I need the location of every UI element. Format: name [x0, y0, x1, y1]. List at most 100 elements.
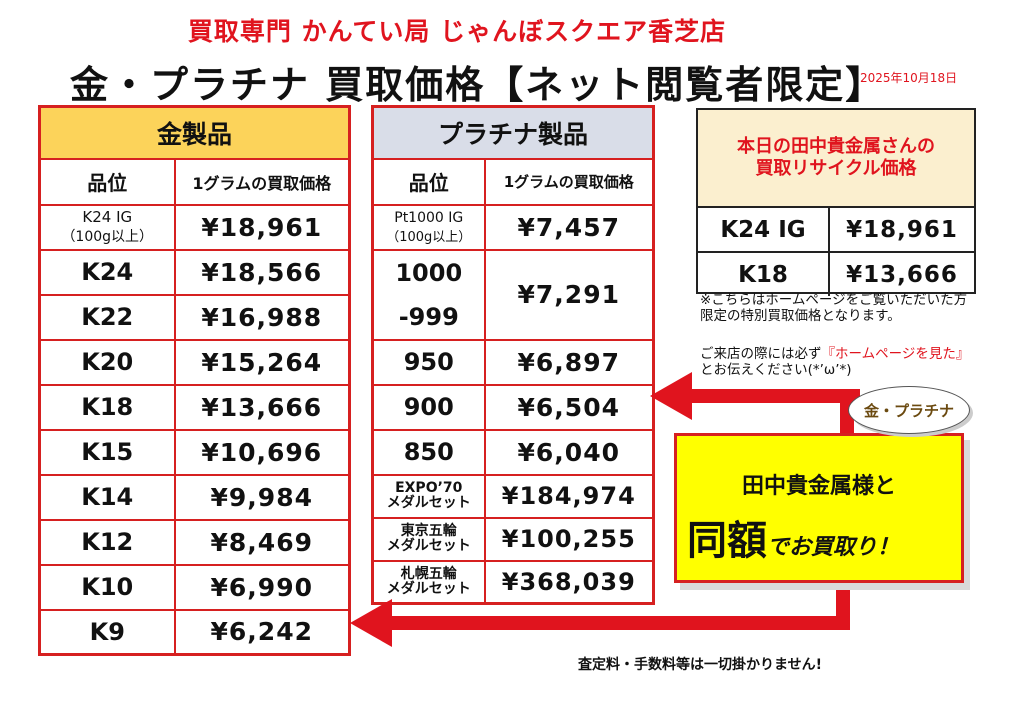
grade-line2: （100g以上） — [386, 229, 472, 245]
platinum-table-title: プラチナ製品 — [371, 105, 655, 160]
tanaka-heading-line1: 本日の田中貴金属さんの — [737, 136, 935, 157]
gold-col-grade: 品位 — [38, 157, 176, 206]
no-fee-note: 査定料・手数料等は一切掛かりません! — [578, 657, 822, 673]
price-cell: ¥184,974 — [483, 473, 655, 519]
grade-cell: K10 — [38, 563, 176, 611]
grade-cell: K20 — [38, 338, 176, 386]
promo-line2: 同額でお買取り！ — [687, 508, 899, 566]
table-row: K22 ¥16,988 — [38, 293, 351, 341]
grade-cell: Pt1000 IG （100g以上） — [371, 203, 486, 251]
grade-line2: メダルセット — [386, 580, 471, 597]
table-row: 900 ¥6,504 — [371, 383, 655, 431]
grade-cell: K15 — [38, 428, 176, 476]
price-cell: ¥6,504 — [483, 383, 655, 431]
price-cell: ¥6,897 — [483, 338, 655, 386]
grade-line2: メダルセット — [386, 538, 471, 554]
arrow-to-gold-icon — [350, 583, 850, 647]
grade-cell: 900 — [371, 383, 486, 431]
grade-cell: K24 IG — [698, 208, 830, 251]
grade-cell: K12 — [38, 518, 176, 566]
price-cell: ¥13,666 — [173, 383, 351, 431]
table-row: K18 ¥13,666 — [698, 253, 974, 296]
table-row: Pt1000 IG （100g以上） ¥7,457 — [371, 203, 655, 251]
table-row: K12 ¥8,469 — [38, 518, 351, 566]
price-cell: ¥9,984 — [173, 473, 351, 521]
grade-line2: （100g以上） — [61, 229, 154, 245]
grade-cell: K24 — [38, 248, 176, 296]
date-label: 2025年10月18日 — [860, 71, 958, 85]
table-row: 東京五輪 メダルセット ¥100,255 — [371, 516, 655, 562]
promo-emphasis: 同額 — [687, 518, 767, 564]
grade-line1: Pt1000 IG — [394, 209, 464, 226]
grade-line1: EXPO’70 — [395, 480, 463, 496]
grade-line1: K24 IG — [82, 208, 133, 226]
grade-line1: 1000 — [395, 258, 463, 287]
speech-bubble: 金・プラチナ — [848, 386, 970, 434]
page-title: 金・プラチナ 買取価格【ネット閲覧者限定】 — [70, 63, 886, 107]
platinum-price-table: プラチナ製品 品位 1グラムの買取価格 Pt1000 IG （100g以上） ¥… — [371, 105, 656, 605]
grade-line2: -999 — [398, 302, 459, 331]
gold-price-table: 金製品 品位 1グラムの買取価格 K24 IG （100g以上） ¥18,961… — [38, 105, 352, 656]
table-row: K24 IG （100g以上） ¥18,961 — [38, 203, 351, 251]
tanaka-heading-line2: 買取リサイクル価格 — [755, 158, 917, 179]
table-row: K24 ¥18,566 — [38, 248, 351, 296]
table-row: 札幌五輪 メダルセット ¥368,039 — [371, 559, 655, 605]
grade-cell: 850 — [371, 428, 486, 476]
grade-cell: K9 — [38, 608, 176, 656]
table-row: K24 IG ¥18,961 — [698, 208, 974, 253]
grade-cell: 東京五輪 メダルセット — [371, 516, 486, 562]
note-text: ご来店の際には必ず — [700, 346, 822, 362]
price-cell: ¥16,988 — [173, 293, 351, 341]
table-row: 950 ¥6,897 — [371, 338, 655, 386]
price-cell: ¥6,242 — [173, 608, 351, 656]
table-row: K15 ¥10,696 — [38, 428, 351, 476]
table-row: 850 ¥6,040 — [371, 428, 655, 476]
grade-cell: 札幌五輪 メダルセット — [371, 559, 486, 605]
price-cell: ¥6,040 — [483, 428, 655, 476]
grade-cell: K24 IG （100g以上） — [38, 203, 176, 251]
same-price-promo-box: 田中貴金属様と 同額でお買取り！ — [674, 433, 964, 583]
grade-cell: 1000 -999 — [371, 248, 486, 341]
price-cell: ¥15,264 — [173, 338, 351, 386]
grade-cell: K18 — [38, 383, 176, 431]
tanaka-box-heading: 本日の田中貴金属さんの 買取リサイクル価格 — [698, 110, 974, 208]
price-cell: ¥368,039 — [483, 559, 655, 605]
table-row: EXPO’70 メダルセット ¥184,974 — [371, 473, 655, 519]
price-cell: ¥8,469 — [173, 518, 351, 566]
promo-rest: でお買取り！ — [767, 535, 900, 560]
table-row: K14 ¥9,984 — [38, 473, 351, 521]
gold-table-title: 金製品 — [38, 105, 351, 160]
table-row: K9 ¥6,242 — [38, 608, 351, 656]
note-highlight: 『ホームページを見た』 — [821, 346, 970, 362]
grade-line2: メダルセット — [386, 495, 471, 511]
price-cell: ¥100,255 — [483, 516, 655, 562]
price-cell: ¥18,961 — [173, 203, 351, 251]
table-row: K20 ¥15,264 — [38, 338, 351, 386]
promo-line1: 田中貴金属様と — [741, 474, 896, 499]
note-text: とお伝えください(*’ω’*) — [700, 362, 852, 378]
special-price-note: ※こちらはホームページをご覧いただいた方限定の特別買取価格となります。 — [700, 292, 968, 324]
grade-cell: K14 — [38, 473, 176, 521]
arrow-to-platinum-icon — [650, 372, 860, 435]
grade-cell: 950 — [371, 338, 486, 386]
gold-col-price: 1グラムの買取価格 — [173, 157, 351, 206]
price-cell: ¥6,990 — [173, 563, 351, 611]
grade-cell: K18 — [698, 253, 830, 296]
price-cell: ¥10,696 — [173, 428, 351, 476]
table-row: K10 ¥6,990 — [38, 563, 351, 611]
grade-cell: K22 — [38, 293, 176, 341]
table-row: 1000 -999 ¥7,291 — [371, 248, 655, 341]
tanaka-price-box: 本日の田中貴金属さんの 買取リサイクル価格 K24 IG ¥18,961 K18… — [696, 108, 976, 296]
platinum-col-price: 1グラムの買取価格 — [483, 157, 655, 206]
grade-line1: 東京五輪 — [400, 523, 457, 539]
price-cell: ¥7,457 — [483, 203, 655, 251]
grade-cell: EXPO’70 メダルセット — [371, 473, 486, 519]
price-cell: ¥7,291 — [483, 248, 655, 341]
platinum-col-grade: 品位 — [371, 157, 486, 206]
price-cell: ¥13,666 — [846, 261, 958, 288]
visit-instruction-note: ご来店の際には必ず『ホームページを見た』とお伝えください(*’ω’*) — [700, 346, 980, 378]
table-row: K18 ¥13,666 — [38, 383, 351, 431]
price-cell: ¥18,566 — [173, 248, 351, 296]
store-title: 買取専門 かんてい局 じゃんぼスクエア香芝店 — [187, 17, 727, 46]
